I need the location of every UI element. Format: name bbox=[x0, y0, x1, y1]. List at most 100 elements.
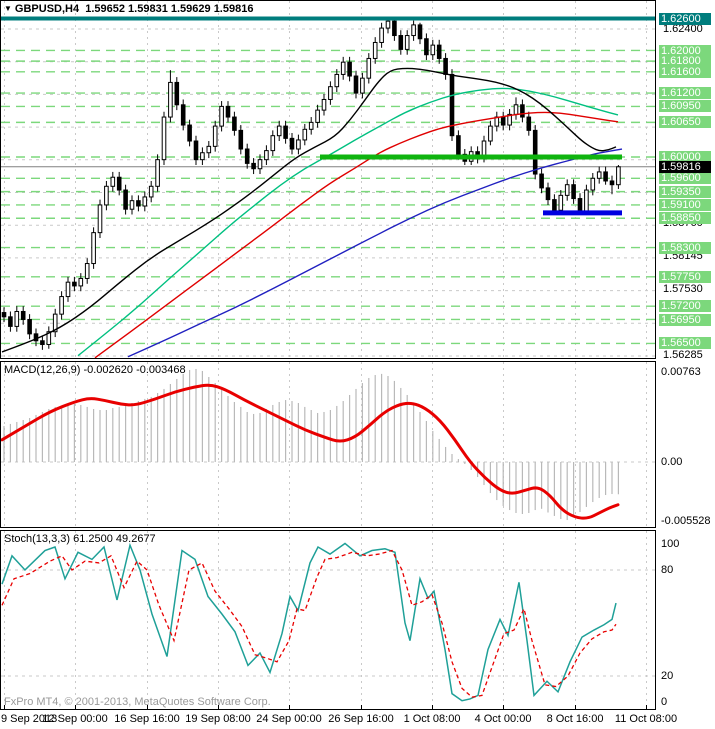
candle-bear bbox=[8, 316, 13, 327]
price-label-green: 1.59600 bbox=[659, 172, 711, 185]
candle-bear bbox=[526, 116, 532, 131]
candle-bear bbox=[347, 61, 352, 77]
candle-bull bbox=[360, 77, 365, 94]
candle-bear bbox=[283, 125, 288, 139]
price-label-green: 1.61600 bbox=[659, 65, 711, 78]
candle-bear bbox=[40, 340, 45, 346]
candle-bull bbox=[596, 171, 602, 179]
candle-bear bbox=[520, 104, 525, 118]
candle-bull bbox=[91, 232, 96, 265]
stoch-indicator-label: Stoch(13,3,3) 61.2500 49.2677 bbox=[4, 533, 156, 545]
panel-border bbox=[0, 0, 656, 359]
candle-bear bbox=[392, 20, 397, 37]
price-label-green: 1.59350 bbox=[659, 185, 711, 198]
candle-bear bbox=[289, 137, 295, 150]
macd-scale-label: -0.005528 bbox=[661, 515, 711, 527]
candle-bull bbox=[104, 185, 109, 206]
candle-bear bbox=[539, 173, 544, 189]
candle-bull bbox=[14, 310, 20, 327]
candle-bear bbox=[532, 129, 538, 175]
candle-bull bbox=[212, 125, 218, 147]
candle-bull bbox=[488, 125, 493, 142]
candle-bull bbox=[97, 204, 103, 234]
stoch-scale-label: 20 bbox=[661, 670, 674, 682]
candle-bull bbox=[257, 159, 263, 170]
candle-bull bbox=[59, 296, 64, 315]
stoch-chart-canvas[interactable] bbox=[0, 530, 656, 710]
candle-bear bbox=[238, 129, 244, 150]
candle-bull bbox=[78, 277, 84, 287]
price-label-green: 1.58850 bbox=[659, 212, 711, 225]
price-label-green: 1.59100 bbox=[659, 198, 711, 211]
chart-ohlc-quote: 1.59652 1.59831 1.59629 1.59816 bbox=[85, 3, 254, 15]
price-label-green: 1.60000 bbox=[659, 151, 711, 163]
candles-layer bbox=[1, 18, 621, 350]
candle-bull bbox=[206, 145, 212, 154]
macd-scale-label: 0.00 bbox=[661, 456, 683, 468]
price-label-green: 1.60650 bbox=[659, 116, 711, 129]
panel-border bbox=[0, 361, 656, 528]
ma-green[interactable] bbox=[77, 87, 619, 357]
time-label: 19 Sep 08:00 bbox=[185, 713, 251, 725]
candle-bear bbox=[1, 312, 7, 318]
candle-bull bbox=[372, 41, 378, 59]
candle-bull bbox=[308, 121, 314, 130]
price-label-plain: 1.56285 bbox=[663, 348, 703, 361]
candle-bull bbox=[148, 185, 154, 198]
candle-bull bbox=[155, 159, 160, 187]
candle-bull bbox=[404, 35, 410, 50]
price-label-plain: 1.57530 bbox=[663, 282, 703, 295]
candle-bull bbox=[296, 139, 301, 150]
stoch-k-line[interactable] bbox=[1, 542, 617, 702]
candle-bear bbox=[251, 162, 256, 170]
price-label-green: 1.60950 bbox=[659, 100, 711, 113]
candle-bull bbox=[129, 200, 135, 210]
ma-red[interactable] bbox=[94, 111, 619, 359]
candle-bull bbox=[558, 194, 564, 211]
stoch-scale-label: 100 bbox=[661, 538, 680, 550]
candle-bear bbox=[603, 171, 608, 182]
candle-bull bbox=[321, 98, 327, 111]
candle-bull bbox=[270, 135, 276, 152]
candle-bear bbox=[174, 81, 180, 106]
price-label-green: 1.58300 bbox=[659, 241, 711, 254]
ma-black[interactable] bbox=[1, 67, 617, 353]
candle-bear bbox=[609, 180, 615, 186]
time-label: 9 Sep 2013 bbox=[1, 713, 58, 725]
macd-chart-canvas[interactable] bbox=[0, 361, 656, 528]
candle-bull bbox=[513, 104, 519, 115]
macd-scale-label: 0.00763 bbox=[661, 366, 701, 378]
candle-bull bbox=[110, 176, 116, 187]
chart-dropdown-icon[interactable]: ▼ bbox=[4, 4, 12, 13]
candle-bull bbox=[385, 20, 391, 29]
price-label-green: 1.61200 bbox=[659, 87, 711, 100]
candle-bear bbox=[180, 104, 186, 126]
macd-signal-line[interactable] bbox=[0, 383, 620, 520]
candle-bear bbox=[500, 116, 506, 126]
candle-bear bbox=[72, 281, 77, 287]
candle-bear bbox=[193, 140, 199, 161]
ma-blue[interactable] bbox=[127, 148, 623, 358]
candle-bear bbox=[187, 124, 192, 142]
price-label-green: 1.57750 bbox=[659, 270, 711, 283]
candle-bear bbox=[417, 24, 423, 40]
price-label-green: 1.57200 bbox=[659, 300, 711, 313]
candle-bear bbox=[225, 105, 231, 118]
chart-title-row: ▼ GBPUSD,H4 1.59652 1.59831 1.59629 1.598… bbox=[4, 3, 253, 15]
candle-bull bbox=[52, 313, 58, 333]
candle-bull bbox=[276, 125, 282, 137]
candle-bear bbox=[552, 199, 557, 211]
candle-bull bbox=[379, 27, 384, 43]
candle-bear bbox=[456, 135, 461, 155]
time-label: 8 Oct 16:00 bbox=[546, 713, 604, 725]
stoch-d-line[interactable] bbox=[1, 549, 617, 698]
price-label-green: 1.56950 bbox=[659, 313, 711, 326]
candle-bear bbox=[443, 57, 448, 75]
time-label: 16 Sep 16:00 bbox=[114, 713, 180, 725]
price-chart-canvas[interactable] bbox=[0, 0, 656, 359]
candle-bear bbox=[123, 189, 128, 210]
candle-bull bbox=[142, 196, 148, 207]
price-label-current: 1.59816 bbox=[659, 160, 711, 173]
candle-bull bbox=[590, 177, 596, 191]
candle-bear bbox=[244, 148, 250, 164]
